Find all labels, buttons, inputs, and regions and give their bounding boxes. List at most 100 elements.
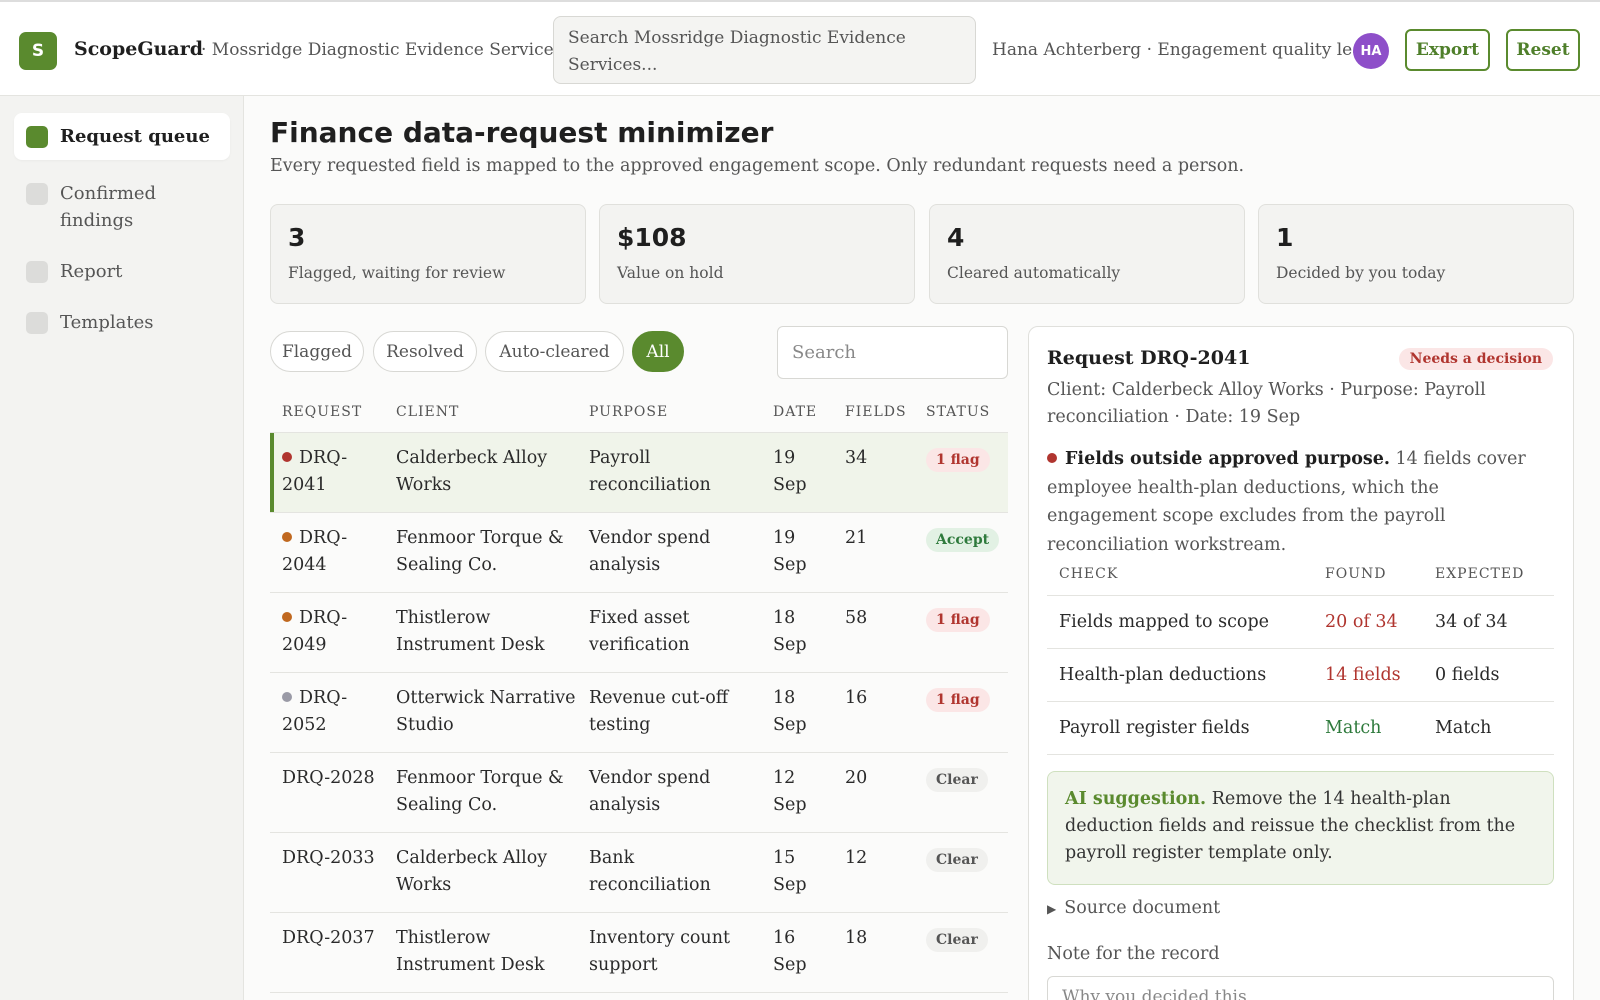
table-row[interactable]: DRQ-2049 Thistlerow Instrument Desk Fixed … xyxy=(270,592,1008,673)
organization-name: · Mossridge Diagnostic Evidence Services xyxy=(201,40,563,60)
sidebar-item-label: Report xyxy=(60,261,123,282)
templates-icon xyxy=(26,312,48,334)
table-row[interactable]: DRQ-2028 Fenmoor Torque & Sealing Co. Vend… xyxy=(270,752,1008,833)
stat-card-flagged: 3 Flagged, waiting for review xyxy=(270,204,586,304)
cell-purpose: Bank reconciliation xyxy=(577,832,761,913)
source-document-toggle[interactable]: ▶ Source document xyxy=(1047,898,1220,918)
page-title: Finance data-request minimizer xyxy=(270,116,774,149)
stat-card-value-on-hold: $108 Value on hold xyxy=(599,204,915,304)
request-meta: Client: Calderbeck Alloy Works · Purpose… xyxy=(1047,380,1486,427)
reset-button[interactable]: Reset xyxy=(1506,29,1580,71)
checks-table: CHECK FOUND EXPECTED Fields mapped to sc… xyxy=(1047,553,1554,755)
cell-date: 19 Sep xyxy=(761,432,833,513)
column-header-purpose[interactable]: PURPOSE xyxy=(577,392,761,433)
request-id: DRQ-2044 xyxy=(282,527,348,575)
sidebar: Request queue Confirmed findings Report … xyxy=(0,96,244,1000)
status-badge: Needs a decision xyxy=(1398,348,1553,370)
column-header-status[interactable]: STATUS xyxy=(914,392,1008,433)
cell-status: Clear xyxy=(914,912,1008,993)
cell-status: 1 flag xyxy=(914,432,1008,513)
check-found: 14 fields xyxy=(1313,648,1423,702)
check-expected: 34 of 34 xyxy=(1423,595,1554,649)
source-document-label: Source document xyxy=(1064,898,1221,918)
status-badge: Clear xyxy=(926,767,988,792)
note-label: Note for the record xyxy=(1047,944,1220,964)
table-row[interactable]: DRQ-2033 Calderbeck Alloy Works Bank recon… xyxy=(270,832,1008,913)
cell-fields: 34 xyxy=(833,432,914,513)
column-header-date[interactable]: DATE xyxy=(761,392,833,433)
table-row[interactable]: DRQ-2052 Otterwick Narrative Studio Revenu… xyxy=(270,672,1008,753)
table-search-input[interactable] xyxy=(777,326,1008,379)
cell-status: Clear xyxy=(914,752,1008,833)
cell-purpose: Revenue cut-off testing xyxy=(577,672,761,753)
table-row[interactable]: DRQ-2041 Calderbeck Alloy Works Payroll re… xyxy=(270,432,1008,513)
confirmed-findings-icon xyxy=(26,183,48,205)
column-header-fields[interactable]: FIELDS xyxy=(833,392,914,433)
status-badge: Accept xyxy=(926,527,1000,552)
table-row[interactable]: DRQ-2044 Fenmoor Torque & Sealing Co. Vend… xyxy=(270,512,1008,593)
check-row: Payroll register fields Match Match xyxy=(1047,701,1554,755)
table-row[interactable]: DRQ-2037 Thistlerow Instrument Desk Invent… xyxy=(270,912,1008,993)
cell-fields: 21 xyxy=(833,512,914,593)
filter-auto-cleared[interactable]: Auto-cleared xyxy=(485,331,624,372)
cell-date: 15 Sep xyxy=(761,832,833,913)
user-name-role: Hana Achterberg · Engagement quality lea… xyxy=(992,40,1374,60)
cell-client: Otterwick Narrative Studio xyxy=(384,672,577,753)
check-name: Health-plan deductions xyxy=(1047,648,1313,702)
check-name: Fields mapped to scope xyxy=(1047,595,1313,649)
stat-label: Value on hold xyxy=(617,264,724,282)
stat-value: 4 xyxy=(947,223,965,252)
column-header-client[interactable]: CLIENT xyxy=(384,392,577,433)
note-field[interactable] xyxy=(1047,976,1554,1000)
filter-all[interactable]: All xyxy=(632,331,684,372)
stat-value: $108 xyxy=(617,223,687,252)
cell-request: DRQ-2028 xyxy=(270,752,384,833)
priority-dot-icon xyxy=(282,531,292,542)
cell-purpose: Fixed asset verification xyxy=(577,592,761,673)
cell-fields: 20 xyxy=(833,752,914,833)
check-row: Health-plan deductions 14 fields 0 field… xyxy=(1047,648,1554,702)
finding-severity-dot-icon xyxy=(1047,453,1057,463)
column-header-request[interactable]: REQUEST xyxy=(270,392,384,433)
cell-client: Thistlerow Instrument Desk xyxy=(384,592,577,673)
caret-right-icon: ▶ xyxy=(1047,902,1057,916)
cell-fields: 58 xyxy=(833,592,914,673)
check-expected: 0 fields xyxy=(1423,648,1554,702)
sidebar-item-label: Request queue xyxy=(60,126,210,147)
filter-flagged[interactable]: Flagged xyxy=(270,331,364,372)
sidebar-item-request-queue[interactable]: Request queue xyxy=(14,113,230,160)
cell-status: 1 flag xyxy=(914,592,1008,673)
cell-purpose: Vendor spend analysis xyxy=(577,512,761,593)
stat-card-decided-today: 1 Decided by you today xyxy=(1258,204,1574,304)
cell-purpose: Payroll reconciliation xyxy=(577,432,761,513)
cell-request: DRQ-2044 xyxy=(270,512,384,593)
page-subtitle: Every requested field is mapped to the a… xyxy=(270,156,1245,176)
sidebar-item-report[interactable]: Report xyxy=(14,248,230,295)
global-search-input[interactable]: Search Mossridge Diagnostic Evidence Ser… xyxy=(553,16,976,84)
request-id: DRQ-2049 xyxy=(282,607,348,655)
status-badge: Clear xyxy=(926,927,988,952)
cell-request: DRQ-2041 xyxy=(270,432,384,513)
sidebar-item-templates[interactable]: Templates xyxy=(14,299,230,346)
column-header-check: CHECK xyxy=(1047,553,1313,596)
avatar[interactable]: HA xyxy=(1353,33,1389,69)
stat-label: Cleared automatically xyxy=(947,264,1121,282)
export-button[interactable]: Export xyxy=(1405,29,1490,71)
check-row: Fields mapped to scope 20 of 34 34 of 34 xyxy=(1047,595,1554,649)
ai-suggestion: AI suggestion. Remove the 14 health-plan… xyxy=(1047,771,1554,885)
status-badge: Clear xyxy=(926,847,988,872)
cell-purpose: Inventory count support xyxy=(577,912,761,993)
priority-dot-icon xyxy=(282,691,292,702)
filter-resolved[interactable]: Resolved xyxy=(373,331,477,372)
cell-purpose: Vendor spend analysis xyxy=(577,752,761,833)
cell-client: Thistlerow Instrument Desk xyxy=(384,912,577,993)
sidebar-item-confirmed-findings[interactable]: Confirmed findings xyxy=(14,170,230,244)
request-id: DRQ-2033 xyxy=(282,847,375,868)
cell-fields: 12 xyxy=(833,832,914,913)
priority-dot-icon xyxy=(282,451,292,462)
check-expected: Match xyxy=(1423,701,1554,755)
cell-request: DRQ-2033 xyxy=(270,832,384,913)
top-bar: S ScopeGuard · Mossridge Diagnostic Evid… xyxy=(0,0,1600,96)
request-id: DRQ-2052 xyxy=(282,687,348,735)
checks-header-row: CHECK FOUND EXPECTED xyxy=(1047,553,1554,596)
